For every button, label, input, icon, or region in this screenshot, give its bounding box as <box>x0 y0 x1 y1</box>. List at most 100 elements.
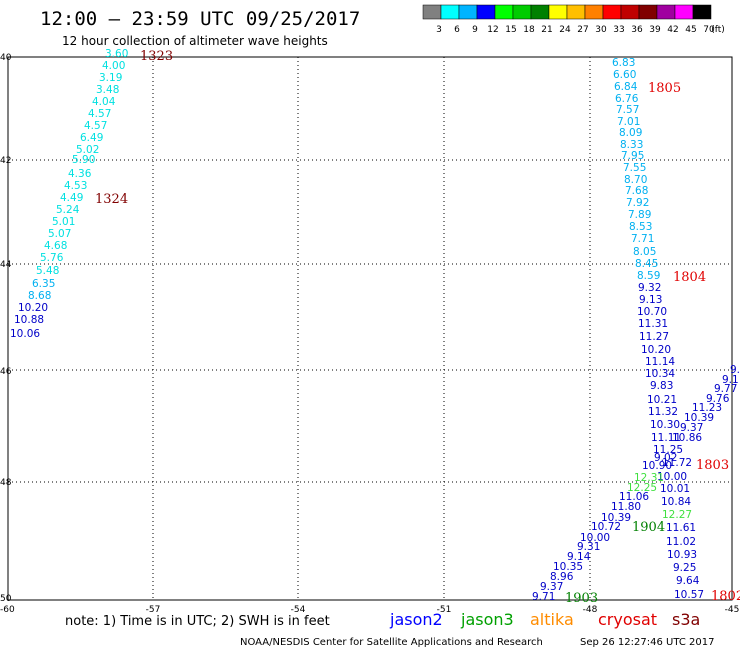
scale-unit: (ft) <box>711 25 725 35</box>
wave-height-value: 10.00 <box>657 471 687 483</box>
wave-height-value: 10.21 <box>647 394 677 406</box>
scale-swatch <box>620 4 640 20</box>
wave-height-value: 4.53 <box>64 180 87 192</box>
scale-label: 42 <box>667 25 678 35</box>
wave-height-value: 11.25 <box>653 444 683 456</box>
wave-height-value: 3.19 <box>99 72 122 84</box>
credit-text: NOAA/NESDIS Center for Satellite Applica… <box>240 637 543 648</box>
scale-label: 6 <box>454 25 460 35</box>
latitude-label: 46 <box>0 367 12 377</box>
scale-label: 9 <box>472 25 478 35</box>
wave-height-value: 6.84 <box>614 81 638 93</box>
satellite-legend: jason2 jason3 altika cryosat s3a <box>389 610 700 629</box>
wave-height-value: 10.30 <box>650 419 680 431</box>
wave-height-value: 5.90 <box>72 154 95 166</box>
wave-height-value: 12.27 <box>662 509 692 521</box>
wave-height-value: 4.57 <box>84 120 107 132</box>
wave-height-value: 4.00 <box>102 60 125 72</box>
longitude-axis: -57 -54 -51 -48 -45 <box>146 605 740 615</box>
legend-entry-s3a: s3a <box>672 610 700 629</box>
wave-height-value: 7.01 <box>617 116 640 128</box>
scale-swatch <box>566 4 586 20</box>
map-border <box>7 56 733 601</box>
wave-height-value: 9.71 <box>532 591 555 603</box>
wave-height-value: 10.70 <box>637 306 667 318</box>
wave-height-value: 12.31 <box>634 472 664 484</box>
altimeter-tracks: 3.604.003.193.484.044.574.576.495.025.90… <box>10 48 740 603</box>
scale-swatch <box>512 4 532 20</box>
scale-swatch <box>494 4 514 20</box>
wave-height-value: 11.14 <box>645 356 675 368</box>
scale-swatch <box>458 4 478 20</box>
scale-swatch <box>602 4 622 20</box>
wave-height-value: 10.84 <box>661 496 691 508</box>
scale-swatch <box>584 4 604 20</box>
wave-height-value: 8.09 <box>619 127 642 139</box>
wave-height-value: 7.89 <box>628 209 651 221</box>
wave-height-value: 10.86 <box>672 432 702 444</box>
wave-height-value: 9.32 <box>638 282 661 294</box>
longitude-label: -54 <box>291 605 306 615</box>
wave-height-value: 5.07 <box>48 228 71 240</box>
latitude-label: -60 <box>0 605 15 615</box>
wave-height-value: 9.3 <box>730 364 740 376</box>
legend-entry-altika: altika <box>530 610 574 629</box>
wave-height-value: 11.80 <box>611 501 641 513</box>
wave-height-value: 8.53 <box>629 221 652 233</box>
wave-height-value: 8.68 <box>28 290 51 302</box>
wave-height-value: 6.49 <box>80 132 103 144</box>
scale-label: 21 <box>541 25 552 35</box>
latitude-label: 40 <box>0 53 12 63</box>
longitude-label: -45 <box>725 605 740 615</box>
wave-height-value: 8.05 <box>633 246 656 258</box>
wave-height-value: 6.60 <box>613 69 636 81</box>
wave-height-value: 4.68 <box>44 240 67 252</box>
pass-number-label: 1323 <box>140 49 173 64</box>
wave-height-value: 9.77 <box>714 383 737 395</box>
pass-number-label: 1805 <box>648 81 681 96</box>
pass-number-label: 1903 <box>565 591 598 606</box>
wave-height-value: 8.45 <box>635 258 658 270</box>
wave-height-value: 10.93 <box>667 549 697 561</box>
wave-height-value: 10.00 <box>580 532 610 544</box>
wave-height-value: 9.37 <box>680 422 703 434</box>
wave-height-value: 10.39 <box>684 412 714 424</box>
wave-height-value: 10.34 <box>645 368 675 380</box>
scale-label: 27 <box>577 25 588 35</box>
longitude-label: -57 <box>146 605 161 615</box>
wave-height-value: 9.14 <box>567 551 591 563</box>
scale-label: 33 <box>613 25 624 35</box>
scale-label: 3 <box>436 25 442 35</box>
legend-entry-cryosat: cryosat <box>598 610 657 629</box>
wave-height-value: 5.48 <box>36 265 59 277</box>
wave-height-value: 5.24 <box>56 204 80 216</box>
wave-height-value: 10.20 <box>641 344 671 356</box>
scale-label: 70 <box>703 25 715 35</box>
scale-label: 18 <box>523 25 535 35</box>
longitude-label: -48 <box>583 605 598 615</box>
wave-height-value: 6.76 <box>615 93 639 105</box>
pass-number-label: 1802 <box>711 589 740 604</box>
scale-label: 30 <box>595 25 607 35</box>
wave-height-value: 11.31 <box>638 318 668 330</box>
legend-entry-jason3: jason3 <box>460 610 514 629</box>
wave-height-value: 10.88 <box>14 314 44 326</box>
scale-swatch <box>476 4 496 20</box>
wave-height-value: 11.02 <box>666 536 696 548</box>
wave-height-value: 9.02 <box>654 452 677 464</box>
wave-height-value: 11.72 <box>662 457 692 469</box>
pass-labels: 1323 1324 1805 1804 1803 1802 1904 1903 <box>95 49 740 606</box>
wave-height-value: 8.33 <box>620 139 643 151</box>
wave-height-value: 10.39 <box>601 512 631 524</box>
wave-height-value: 10.35 <box>553 561 583 573</box>
wave-height-value: 10.90 <box>642 460 672 472</box>
scale-swatch <box>548 4 568 20</box>
wave-height-value: 9.31 <box>577 541 600 553</box>
wave-height-value: 9.37 <box>540 581 563 593</box>
wave-height-value: 3.60 <box>105 48 128 60</box>
latitude-label: 48 <box>0 478 12 488</box>
wave-height-value: 9.83 <box>650 380 673 392</box>
wave-height-value: 8.70 <box>624 174 647 186</box>
latitude-label: 50 <box>0 594 12 604</box>
wave-height-value: 6.83 <box>612 57 635 69</box>
